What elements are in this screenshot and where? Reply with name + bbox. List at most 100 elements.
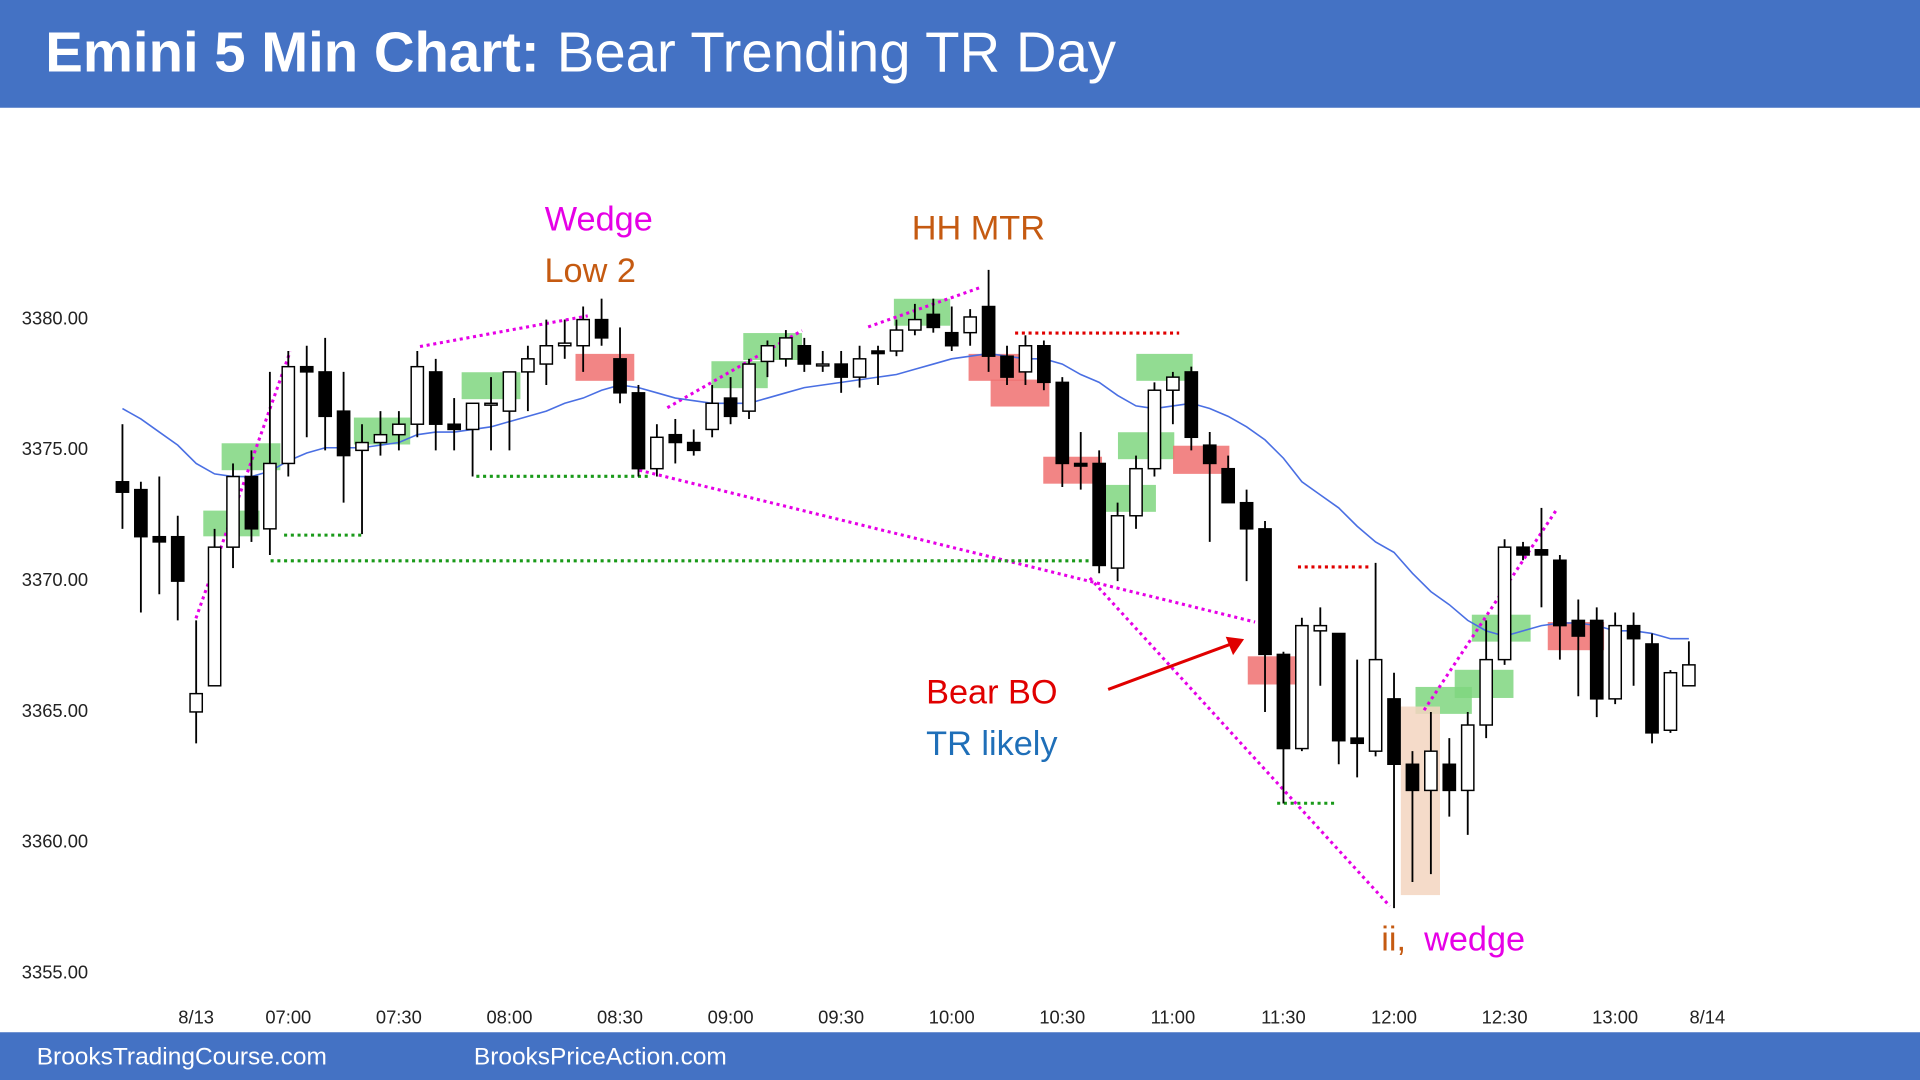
candle-body [299,365,314,373]
x-tick-label: 09:00 [708,1007,754,1028]
candle-body [557,342,572,347]
candle-body [447,423,462,431]
candle-body [889,329,904,352]
x-tick-label: 07:30 [376,1007,422,1028]
candle-body [207,546,222,687]
annotation: Low 2 [544,252,635,290]
y-tick-label: 3365.00 [22,700,88,721]
annotation: TR likely [926,725,1058,763]
candle-body [502,371,517,412]
candle-body [1682,664,1696,687]
candle-body [1166,376,1180,391]
candle-body [373,433,388,444]
candle-body [355,441,369,452]
candle-body [189,692,204,713]
candle-body [318,371,333,418]
candle-body [815,363,830,367]
candle-body [152,535,167,543]
x-tick-label: 8/13 [178,1007,214,1028]
x-tick-label: 08:30 [597,1007,643,1028]
candle-body [1258,528,1272,656]
moving-average [122,352,1689,640]
candle-body [1516,546,1530,556]
title: Emini 5 Min Chart: [45,20,539,83]
highlight-box [1173,445,1230,474]
candle-body [1037,345,1051,384]
candle-body [1405,763,1420,792]
x-tick-label: 13:00 [1592,1007,1638,1028]
y-tick-label: 3375.00 [22,438,88,459]
candle-body [723,397,738,418]
candle-body [1202,444,1217,465]
header-bar [0,0,1920,108]
annotation: wedge [1423,921,1525,959]
candle-body [1331,632,1346,742]
annotation: HH MTR [912,209,1045,247]
x-tick-label: 07:00 [265,1007,311,1028]
candle-body [1608,624,1623,700]
candle-body [797,345,812,365]
candle-body [1073,462,1088,467]
candle-body [705,402,720,431]
y-tick-label: 3380.00 [22,307,88,328]
x-tick-label: 11:00 [1151,1007,1196,1028]
footer-bar [0,1032,1920,1080]
highlight-box [1400,706,1440,896]
candle-body [1387,698,1401,765]
candle-body [263,462,277,530]
candle-body [963,316,978,334]
y-tick-label: 3360.00 [22,831,88,852]
candle-body [631,392,646,470]
dotted-line [419,314,589,349]
y-tick-label: 3370.00 [22,569,88,590]
dotted-line [1088,576,1391,908]
footer-text: BrooksTradingCourse.com [37,1043,327,1070]
candle-body [742,363,756,412]
candle-body [1534,549,1549,556]
plot: 3355.00 3360.00 3365.00 3370.00 3375.00 3380.… [22,201,1725,1028]
candle-body [1553,559,1567,627]
highlight-box [1043,456,1103,484]
x-tick-label: 12:30 [1482,1007,1528,1028]
candle-body [908,318,922,331]
x-tick-label: 08:00 [486,1007,532,1028]
x-tick-label: 10:00 [929,1007,975,1028]
candle-body [1092,462,1107,567]
candle-body [226,475,240,548]
candle-body [1663,671,1678,731]
candle-body [852,358,867,378]
candle-body [576,318,591,347]
y-tick-label: 3355.00 [22,961,88,982]
highlight-box [1099,484,1156,512]
highlight-box [1117,432,1175,460]
candle-body [1147,389,1162,470]
candle-body [1000,355,1014,378]
candle-body [484,402,498,406]
candle-body [134,488,148,538]
x-tick-label: 8/14 [1689,1007,1725,1028]
annotation: Wedge [545,201,653,239]
annotation: ii, [1381,921,1406,959]
highlight-box [968,353,1025,381]
candle-body [1645,643,1659,734]
x-tick-label: 11:30 [1261,1007,1306,1028]
highlight-box [1136,353,1193,381]
x-tick-label: 10:30 [1039,1007,1085,1028]
highlight-box [893,298,951,326]
candle-body [760,345,775,363]
x-tick-label: 09:30 [818,1007,864,1028]
candle-body [668,433,683,444]
candle-body [539,345,554,365]
candle-body [1571,619,1586,637]
candle-body [944,331,959,347]
candle-body [1350,737,1365,745]
candle-body [281,365,296,465]
arrow-line [1107,641,1235,691]
candle-body [244,475,259,530]
candle-body [428,371,443,425]
header-title: Emini 5 Min Chart: Bear Trending TR Day [45,20,1117,83]
candle-body [1276,653,1291,750]
candle-body [115,481,130,493]
